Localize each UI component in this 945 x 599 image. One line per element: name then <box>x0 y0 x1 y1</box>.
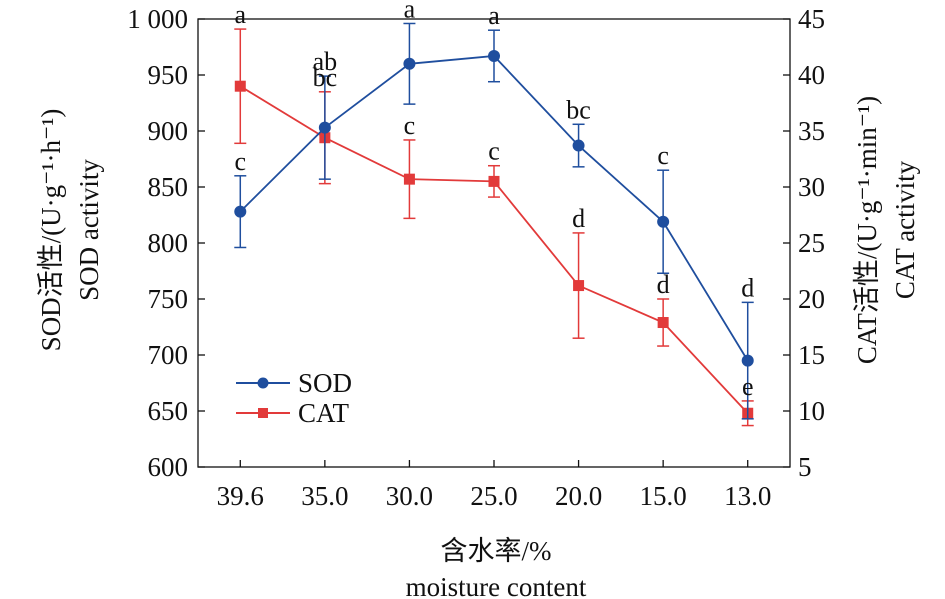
y-left-tick-label: 900 <box>148 116 189 146</box>
y-right-tick-label: 30 <box>798 172 825 202</box>
cat-point <box>234 80 246 92</box>
y-right-axis-subtitle: CAT activity <box>890 160 920 299</box>
significance-labels: c ab a a bc c d a bc c c d d e <box>235 0 755 401</box>
y-left-tick-label: 700 <box>148 340 189 370</box>
sod-significance-label: ab <box>313 47 338 76</box>
axis-ticks: 600 650 700 750 800 850 900 950 1 000 5 10 15 20 25 30… <box>127 4 825 511</box>
cat-point <box>403 173 415 185</box>
legend: SOD CAT <box>236 368 352 428</box>
cat-significance-label: c <box>404 111 416 140</box>
y-left-tick-label: 750 <box>148 284 189 314</box>
y-right-tick-label: 35 <box>798 116 825 146</box>
y-right-tick-label: 5 <box>798 452 812 482</box>
x-tick-label: 30.0 <box>386 481 433 511</box>
sod-significance-label: c <box>657 141 669 170</box>
y-right-tick-label: 40 <box>798 60 825 90</box>
y-right-tick-label: 10 <box>798 396 825 426</box>
legend-sod-label: SOD <box>298 368 352 398</box>
y-right-tick-label: 25 <box>798 228 825 258</box>
x-tick-label: 39.6 <box>217 481 264 511</box>
cat-significance-label: bc <box>313 63 338 92</box>
y-right-tick-label: 45 <box>798 4 825 34</box>
sod-point <box>234 205 247 218</box>
cat-significance-label: e <box>742 372 754 401</box>
cat-significance-label: d <box>572 204 585 233</box>
y-left-tick-label: 850 <box>148 172 189 202</box>
sod-point <box>318 121 331 134</box>
sod-point <box>403 57 416 70</box>
cat-point <box>657 317 669 329</box>
sod-significance-label: d <box>741 273 754 302</box>
y-left-axis-subtitle: SOD activity <box>74 159 104 301</box>
cat-significance-label: c <box>488 137 500 166</box>
x-tick-label: 13.0 <box>724 481 771 511</box>
x-tick-label: 20.0 <box>555 481 602 511</box>
legend-cat-label: CAT <box>298 398 350 428</box>
series-layer <box>234 22 754 427</box>
cat-significance-label: a <box>235 0 247 29</box>
x-tick-label: 25.0 <box>470 481 517 511</box>
x-axis-title: 含水率/% <box>441 536 552 566</box>
sod-significance-label: bc <box>566 95 591 124</box>
cat-significance-label: d <box>657 270 670 299</box>
cat-point <box>573 280 585 292</box>
sod-point <box>741 354 754 367</box>
y-left-tick-label: 650 <box>148 396 189 426</box>
sod-significance-label: a <box>404 0 416 23</box>
x-axis-subtitle: moisture content <box>406 572 587 599</box>
sod-significance-label: c <box>235 147 247 176</box>
y-left-tick-label: 1 000 <box>127 4 188 34</box>
sod-series-line <box>239 55 749 362</box>
plot-frame-border <box>197 18 791 468</box>
x-tick-label: 15.0 <box>640 481 687 511</box>
sod-point <box>657 215 670 228</box>
cat-point <box>488 175 500 187</box>
y-left-axis-title: SOD活性/(U·g⁻¹·h⁻¹) <box>36 109 66 352</box>
y-right-tick-label: 15 <box>798 340 825 370</box>
legend-sod-marker <box>257 377 269 389</box>
sod-point <box>488 49 500 62</box>
y-right-axis-title: CAT活性/(U·g⁻¹·min⁻¹) <box>852 96 882 364</box>
y-left-tick-label: 600 <box>148 452 189 482</box>
sod-significance-label: a <box>488 1 500 30</box>
x-tick-label: 35.0 <box>301 481 348 511</box>
sod-point <box>572 139 585 152</box>
plot-frame <box>197 18 791 468</box>
y-right-tick-label: 20 <box>798 284 825 314</box>
y-left-tick-label: 800 <box>148 228 189 258</box>
y-left-tick-label: 950 <box>148 60 189 90</box>
legend-cat-marker <box>258 408 268 418</box>
